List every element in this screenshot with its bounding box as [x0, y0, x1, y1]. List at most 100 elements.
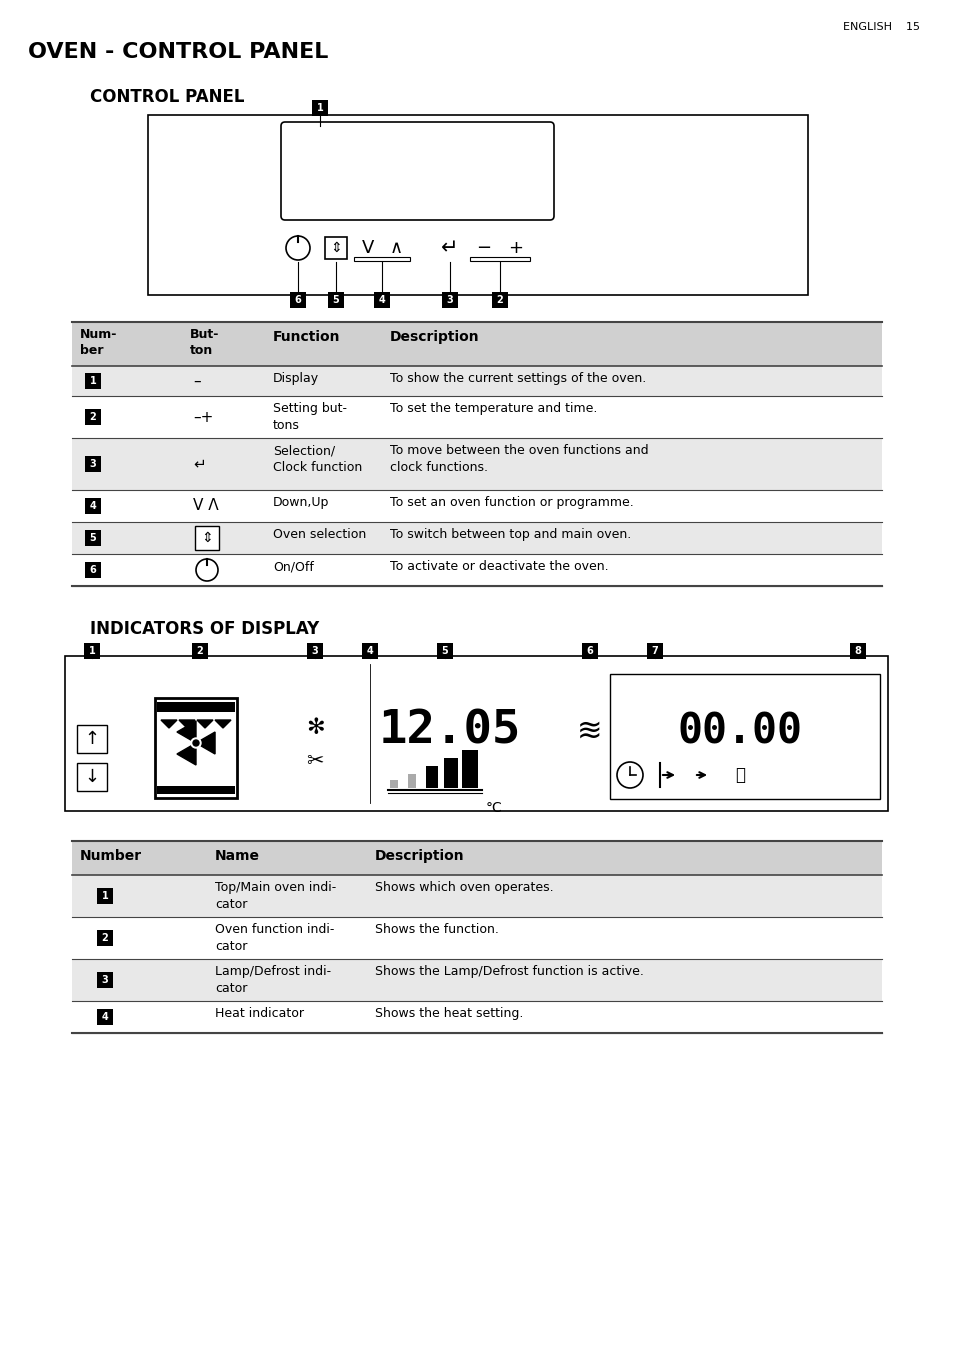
- Bar: [85, 562, 101, 579]
- Bar: [470, 257, 530, 261]
- Text: 1: 1: [90, 376, 96, 387]
- Text: ↓: ↓: [85, 768, 99, 786]
- Text: Shows the function.: Shows the function.: [375, 923, 498, 936]
- Bar: [426, 767, 437, 788]
- Bar: [85, 373, 101, 389]
- Text: ≋: ≋: [577, 717, 602, 745]
- Bar: [71, 841, 882, 875]
- Bar: [71, 522, 882, 554]
- Bar: [71, 489, 882, 522]
- Bar: [441, 292, 457, 308]
- Polygon shape: [179, 721, 194, 727]
- Text: 00.00: 00.00: [677, 710, 801, 752]
- Text: 4: 4: [378, 295, 385, 306]
- Polygon shape: [196, 721, 213, 727]
- Text: –+: –+: [193, 410, 213, 425]
- Bar: [361, 644, 377, 658]
- Text: 3: 3: [90, 458, 96, 469]
- Bar: [408, 773, 416, 788]
- Bar: [85, 498, 101, 514]
- Text: ✻: ✻: [305, 718, 324, 738]
- Text: 8: 8: [854, 646, 861, 656]
- Text: 🔔: 🔔: [734, 767, 744, 784]
- Text: 5: 5: [90, 533, 96, 544]
- Text: 2: 2: [497, 295, 503, 306]
- Text: Oven function indi-
cator: Oven function indi- cator: [214, 923, 334, 953]
- Bar: [97, 930, 112, 946]
- Text: ↑: ↑: [85, 730, 99, 748]
- Bar: [492, 292, 507, 308]
- Bar: [390, 780, 397, 788]
- Bar: [71, 366, 882, 396]
- Bar: [85, 456, 101, 472]
- Text: Description: Description: [375, 849, 464, 863]
- Text: –: –: [193, 373, 200, 388]
- Text: 5: 5: [441, 646, 448, 656]
- Text: 2: 2: [102, 933, 109, 942]
- Text: ↵: ↵: [441, 238, 458, 258]
- Bar: [157, 702, 234, 713]
- Text: But-
ton: But- ton: [190, 329, 219, 357]
- Text: ↵: ↵: [193, 457, 206, 472]
- Text: 2: 2: [90, 412, 96, 422]
- Text: Down,Up: Down,Up: [273, 496, 329, 508]
- Bar: [192, 644, 208, 658]
- Text: To switch between top and main oven.: To switch between top and main oven.: [390, 529, 631, 541]
- Text: To set an oven function or programme.: To set an oven function or programme.: [390, 496, 633, 508]
- Polygon shape: [176, 744, 195, 765]
- Text: ✂: ✂: [306, 750, 323, 771]
- Bar: [157, 786, 234, 794]
- Text: 4: 4: [366, 646, 373, 656]
- Text: CONTROL PANEL: CONTROL PANEL: [90, 88, 244, 105]
- Text: +: +: [508, 239, 523, 257]
- Text: 12.05: 12.05: [378, 708, 520, 753]
- Bar: [77, 763, 107, 791]
- FancyBboxPatch shape: [281, 122, 554, 220]
- Bar: [194, 526, 219, 550]
- Bar: [461, 750, 477, 788]
- Text: On/Off: On/Off: [273, 560, 314, 573]
- Text: 3: 3: [102, 975, 109, 986]
- Text: Shows which oven operates.: Shows which oven operates.: [375, 882, 553, 894]
- Text: 1: 1: [102, 891, 109, 900]
- Text: 5: 5: [333, 295, 339, 306]
- Text: 2: 2: [196, 646, 203, 656]
- Text: To activate or deactivate the oven.: To activate or deactivate the oven.: [390, 560, 608, 573]
- Polygon shape: [214, 721, 231, 727]
- Text: Selection/
Clock function: Selection/ Clock function: [273, 443, 362, 475]
- Text: ⇕: ⇕: [201, 531, 213, 545]
- Bar: [581, 644, 598, 658]
- Bar: [84, 644, 100, 658]
- Bar: [85, 530, 101, 546]
- Text: 7: 7: [651, 646, 658, 656]
- Text: Shows the heat setting.: Shows the heat setting.: [375, 1007, 523, 1019]
- Text: Shows the Lamp/Defrost function is active.: Shows the Lamp/Defrost function is activ…: [375, 965, 643, 977]
- Text: 6: 6: [294, 295, 301, 306]
- Text: To show the current settings of the oven.: To show the current settings of the oven…: [390, 372, 645, 385]
- Bar: [71, 438, 882, 489]
- Text: 4: 4: [102, 1013, 109, 1022]
- Text: −: −: [476, 239, 491, 257]
- Bar: [312, 100, 328, 116]
- Text: INDICATORS OF DISPLAY: INDICATORS OF DISPLAY: [90, 621, 319, 638]
- Text: Top/Main oven indi-
cator: Top/Main oven indi- cator: [214, 882, 335, 911]
- Bar: [71, 1000, 882, 1033]
- Bar: [97, 972, 112, 988]
- Bar: [71, 959, 882, 1000]
- Bar: [65, 656, 887, 811]
- Bar: [71, 917, 882, 959]
- Polygon shape: [195, 731, 214, 754]
- Bar: [374, 292, 390, 308]
- Bar: [290, 292, 306, 308]
- Bar: [436, 644, 453, 658]
- Text: 1: 1: [89, 646, 95, 656]
- Text: To set the temperature and time.: To set the temperature and time.: [390, 402, 597, 415]
- Bar: [71, 875, 882, 917]
- Text: Number: Number: [80, 849, 142, 863]
- Polygon shape: [176, 721, 195, 744]
- Text: Num-
ber: Num- ber: [80, 329, 117, 357]
- Bar: [307, 644, 323, 658]
- Text: Name: Name: [214, 849, 260, 863]
- Text: Oven selection: Oven selection: [273, 529, 366, 541]
- Text: Description: Description: [390, 330, 479, 343]
